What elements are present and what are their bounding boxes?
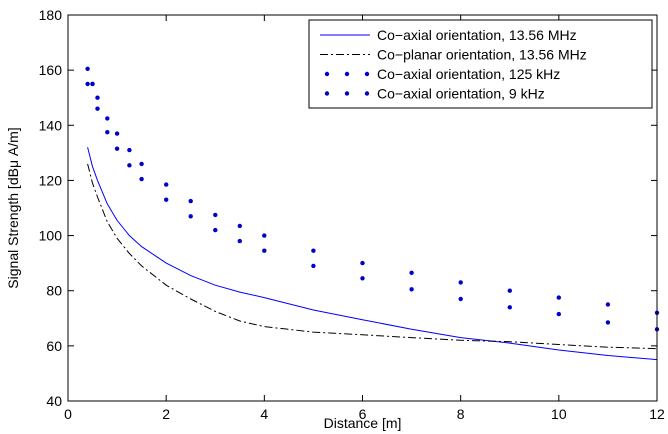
x-tick-label: 6 [359, 406, 367, 422]
data-point [311, 263, 316, 269]
data-point [507, 288, 512, 293]
data-point [213, 227, 218, 233]
legend: Co−axial orientation, 13.56 MHz Co−planar… [308, 19, 653, 109]
data-point [114, 146, 120, 151]
data-point [105, 116, 110, 121]
plot-area [85, 66, 660, 361]
data-point [127, 163, 132, 168]
legend-marker [324, 71, 330, 77]
data-point [188, 198, 193, 204]
legend-marker [344, 71, 350, 77]
legend-marker [344, 91, 350, 96]
data-point [213, 212, 218, 218]
y-tick-label: 80 [46, 283, 62, 299]
data-point [164, 197, 169, 202]
legend-label-1: Co−planar orientation, 13.56 MHz [377, 47, 587, 63]
data-point [262, 248, 267, 253]
legend-marker [324, 91, 330, 96]
data-point [188, 214, 193, 219]
legend-label-3: Co−axial orientation, 9 kHz [377, 86, 545, 102]
series-2-points [85, 66, 660, 315]
data-point [95, 95, 100, 100]
y-tick-label: 160 [39, 62, 63, 78]
x-tick-label: 10 [551, 406, 567, 422]
data-point [237, 223, 242, 229]
data-point [360, 260, 365, 266]
data-point [95, 106, 100, 111]
data-point [409, 287, 414, 292]
legend-swatch-2 [324, 71, 370, 77]
y-tick-label: 140 [39, 117, 63, 133]
data-point [262, 233, 267, 238]
y-axis-label: Signal Strength [dBμ A/m] [5, 127, 21, 288]
data-point [139, 161, 144, 167]
legend-items: Co−axial orientation, 13.56 MHz Co−planar… [320, 27, 587, 102]
series-0-line [87, 147, 658, 361]
data-point [605, 302, 611, 307]
data-point [458, 296, 463, 302]
data-point [85, 66, 90, 72]
data-point [127, 147, 132, 153]
x-tick-label: 2 [162, 406, 170, 422]
y-tick-label: 100 [39, 228, 63, 244]
data-point [458, 280, 463, 285]
data-point [105, 130, 110, 135]
data-point [114, 131, 120, 136]
x-tick-label: 8 [457, 406, 465, 422]
y-tick-label: 40 [46, 393, 62, 409]
data-point [556, 295, 561, 300]
y-tick-label: 180 [39, 7, 63, 23]
data-point [85, 81, 90, 87]
data-point [90, 81, 95, 87]
data-point [409, 270, 414, 275]
legend-label-0: Co−axial orientation, 13.56 MHz [377, 27, 577, 43]
data-point [507, 305, 512, 310]
x-axis-label: Distance [m] [324, 415, 402, 431]
x-tick-label: 12 [649, 406, 665, 422]
y-axis-ticks: 40 60 80 100 120 140 160 180 [39, 7, 657, 409]
series-3-points [85, 81, 660, 332]
legend-swatch-3 [324, 91, 370, 96]
legend-marker [364, 91, 370, 96]
legend-marker [364, 71, 370, 77]
series-1-line [87, 163, 658, 350]
x-tick-label: 0 [64, 406, 72, 422]
data-point [605, 320, 611, 325]
data-point [360, 276, 365, 281]
data-point [237, 238, 242, 244]
data-point [311, 248, 316, 253]
y-tick-label: 120 [39, 172, 63, 188]
axes: 0 2 4 6 8 10 12 40 60 80 100 120 140 160 180 Distance… [5, 7, 665, 431]
data-point [139, 176, 144, 182]
y-tick-label: 60 [46, 338, 62, 354]
legend-label-2: Co−axial orientation, 125 kHz [377, 66, 560, 82]
data-point [164, 182, 169, 187]
x-tick-label: 4 [260, 406, 268, 422]
data-point [556, 311, 561, 317]
